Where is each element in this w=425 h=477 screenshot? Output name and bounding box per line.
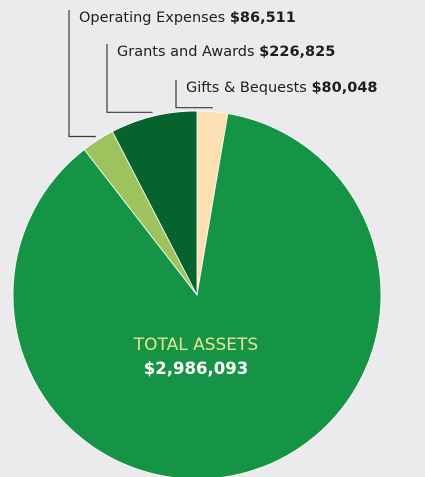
callout-grants-awards: Grants and Awards $226,825: [117, 44, 335, 60]
leader-gifts-bequests: [175, 80, 213, 109]
center-title: TOTAL ASSETS: [133, 335, 258, 355]
leader-operating-expenses: [68, 10, 96, 138]
pie-slice-grants-and-awards: [111, 110, 198, 296]
callout-operating-expenses-value: $86,511: [230, 10, 296, 26]
leader-grants-awards: [106, 44, 153, 113]
callout-grants-awards-label: Grants and Awards: [117, 44, 255, 60]
callout-operating-expenses-label: Operating Expenses: [79, 10, 225, 26]
center-total-value: $2,986,093: [144, 359, 248, 378]
callout-gifts-bequests-label: Gifts & Bequests: [186, 80, 307, 96]
callout-gifts-bequests: Gifts & Bequests $80,048: [186, 80, 378, 96]
pie-slices: [12, 110, 382, 477]
pie-slice-total-assets-remainder: [12, 113, 382, 477]
leader-lines: [68, 10, 213, 138]
callout-operating-expenses: Operating Expenses $86,511: [79, 10, 296, 26]
callout-grants-awards-value: $226,825: [259, 44, 335, 60]
callout-gifts-bequests-value: $80,048: [311, 80, 377, 96]
